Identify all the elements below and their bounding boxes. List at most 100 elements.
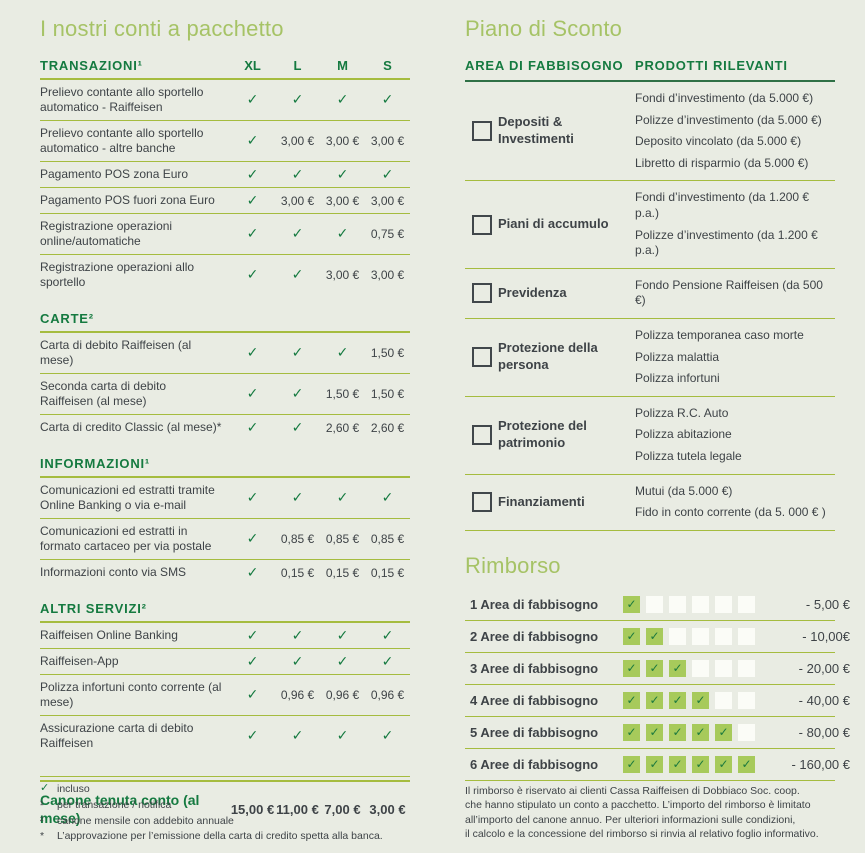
row-label: Carta di credito Classic (al mese)* [40, 420, 222, 434]
footnote-text: L’approvazione per l’emissione della car… [57, 830, 383, 843]
product-item: Polizza R.C. Auto [635, 405, 729, 420]
unchecked-box-icon [646, 595, 663, 613]
check-icon: ✓ [626, 597, 637, 612]
footnote-text: canone mensile con addebito annuale [57, 814, 234, 827]
row-value: 0,96 € [280, 688, 315, 702]
section-header-row: CARTE² [40, 311, 410, 333]
reimbursement-amount: - 40,00 € [798, 692, 850, 708]
section-heading: CARTE² [40, 311, 94, 326]
row-value: ✓ [365, 729, 410, 743]
discount-table-body: Depositi & Investimenti Fondi d’investime… [465, 82, 835, 531]
monthly-fee-value: 7,00 € [324, 802, 361, 817]
disclaimer-line: che hanno stipulato un conto a pacchetto… [465, 799, 811, 812]
table-row: Seconda carta di debito Raiffeisen (al m… [40, 374, 410, 415]
row-value: 0,85 € [370, 532, 405, 546]
reimbursement-amount: - 80,00 € [798, 724, 850, 740]
checked-box-icon: ✓ [669, 659, 686, 677]
row-value: ✓ [275, 268, 320, 282]
table-row: Informazioni conto via SMS ✓ 0,15 € 0,15 € 0… [40, 560, 410, 585]
row-value: 1,50 € [325, 387, 360, 401]
needs-area-row: Piani di accumulo Fondi d’investimento (d… [465, 181, 835, 269]
needs-area-checkbox[interactable] [472, 121, 492, 142]
row-value: 3,00 € [370, 193, 405, 208]
footnote-marker: ¹ [40, 798, 44, 811]
checked-box-icon: ✓ [646, 755, 663, 773]
needs-area-label: Protezione della persona [498, 340, 598, 373]
row-value: ✓ [320, 93, 365, 107]
row-value: 3,00 € [370, 134, 405, 148]
relevant-products-list: Fondo Pensione Raiffeisen (da 500 €) [635, 278, 835, 309]
row-value: ✓ [320, 491, 365, 505]
checked-box-icon: ✓ [623, 755, 640, 773]
row-label: Polizza infortuni conto corrente (al mes… [40, 680, 222, 709]
row-label: Pagamento POS zona Euro [40, 167, 189, 181]
discount-plan-title: Piano di Sconto [465, 16, 623, 41]
needs-area-checkbox[interactable] [472, 492, 492, 513]
checked-box-icon: ✓ [646, 691, 663, 709]
monthly-fee-value: 11,00 € [276, 802, 319, 817]
check-icon: ✓ [695, 693, 706, 708]
footnote: * L’approvazione per l’emissione della ca… [40, 829, 440, 845]
unchecked-box-icon [669, 595, 686, 613]
included-check-icon: ✓ [291, 267, 304, 283]
checked-box-icon: ✓ [623, 691, 640, 709]
included-check-icon: ✓ [246, 92, 259, 108]
product-item: Polizze d’investimento (da 1.200 € p.a.) [635, 227, 818, 258]
needs-area-checkbox[interactable] [472, 214, 492, 235]
needs-area-column-header: AREA DI FABBISOGNO [465, 58, 624, 73]
footnote: ² canone mensile con addebito annuale [40, 814, 440, 830]
package-accounts-column: I nostri conti a pacchetto TRANSAZIONI¹ X… [40, 16, 410, 827]
row-value: ✓ [320, 729, 365, 743]
included-check-icon: ✓ [381, 627, 394, 644]
row-value: 0,15 € [370, 565, 405, 580]
column-header-s: S [383, 58, 392, 73]
row-value: ✓ [275, 93, 320, 107]
row-value: ✓ [320, 655, 365, 669]
needs-area-checkbox[interactable] [472, 347, 492, 368]
row-value: 0,85 € [325, 532, 360, 546]
monthly-fee-label: Canone tenuta conto (al mese) [40, 792, 200, 826]
table-row: Pagamento POS zona Euro ✓ ✓ ✓ ✓ [40, 162, 410, 188]
column-header-m: M [337, 58, 348, 73]
monthly-fee-value: 3,00 € [369, 802, 406, 817]
row-value: ✓ [365, 655, 410, 669]
row-value: ✓ [365, 168, 410, 182]
row-value: 3,00 € [325, 268, 360, 282]
check-icon: ✓ [649, 661, 660, 676]
included-check-icon: ✓ [246, 564, 259, 581]
unchecked-box-icon [715, 659, 732, 677]
footnote-text: incluso [57, 783, 90, 795]
needs-area-checkbox[interactable] [472, 425, 492, 446]
row-value: ✓ [275, 387, 320, 401]
included-check-icon: ✓ [291, 728, 304, 744]
check-icon: ✓ [672, 725, 683, 740]
checkbox-group: ✓ ✓ ✓ ✓ ✓ ✓ [623, 755, 755, 773]
checked-box-icon: ✓ [646, 627, 663, 645]
checked-box-icon: ✓ [646, 659, 663, 677]
column-header-xl: XL [244, 58, 261, 73]
reimbursement-amount: - 5,00 € [805, 596, 850, 612]
row-value: ✓ [230, 421, 275, 435]
included-check-icon: ✓ [246, 192, 259, 209]
needs-area-row: Protezione della persona Polizza temporan… [465, 319, 835, 397]
table-row: Prelievo contante allo sportello automat… [40, 80, 410, 121]
included-check-icon: ✓ [246, 419, 259, 436]
row-value: ✓ [320, 227, 365, 241]
needs-area-label: Finanziamenti [498, 493, 585, 509]
included-check-icon: ✓ [291, 627, 304, 644]
included-check-icon: ✓ [336, 490, 349, 506]
checked-box-icon: ✓ [669, 723, 686, 741]
included-check-icon: ✓ [40, 781, 50, 794]
row-label: Raiffeisen Online Banking [40, 628, 178, 642]
row-value: ✓ [365, 491, 410, 505]
check-icon: ✓ [672, 757, 683, 772]
included-check-icon: ✓ [381, 490, 394, 506]
included-check-icon: ✓ [246, 531, 259, 547]
row-value: ✓ [230, 729, 275, 743]
included-check-icon: ✓ [246, 490, 259, 506]
needs-area-checkbox[interactable] [472, 283, 492, 304]
unchecked-box-icon [715, 595, 732, 613]
row-value: ✓ [230, 491, 275, 505]
product-item: Fondi d’investimento (da 5.000 €) [635, 91, 814, 105]
check-icon: ✓ [695, 725, 706, 740]
